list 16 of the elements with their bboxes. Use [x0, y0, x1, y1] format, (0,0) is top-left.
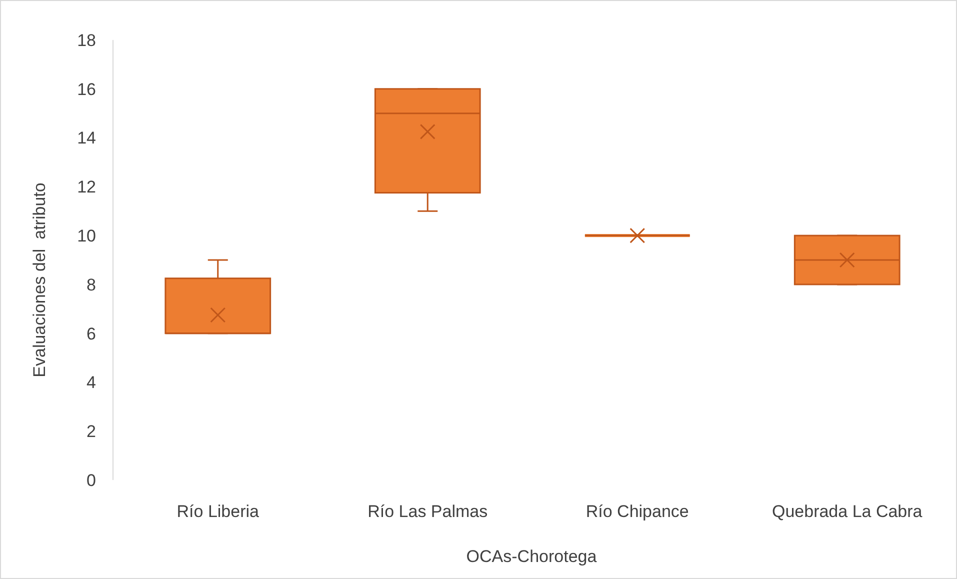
y-tick-label: 0 — [86, 470, 96, 490]
y-tick-label: 8 — [86, 275, 96, 294]
y-tick-label: 14 — [77, 128, 96, 148]
y-tick-label: 10 — [77, 226, 96, 246]
x-tick-label: Río Liberia — [176, 502, 260, 521]
x-axis-title: OCAs-Chorotega — [466, 547, 598, 566]
y-axis-title: Evaluaciones del atributo — [30, 182, 49, 378]
x-tick-label: Río Chipance — [586, 502, 689, 521]
y-tick-label: 18 — [77, 30, 96, 50]
y-tick-label: 12 — [77, 178, 96, 197]
x-tick-label: Quebrada La Cabra — [772, 502, 923, 521]
y-tick-label: 6 — [86, 324, 96, 344]
y-tick-label: 16 — [77, 80, 96, 99]
x-tick-label: Río Las Palmas — [368, 502, 488, 521]
y-tick-label: 2 — [86, 422, 96, 442]
y-tick-label: 4 — [86, 373, 96, 392]
